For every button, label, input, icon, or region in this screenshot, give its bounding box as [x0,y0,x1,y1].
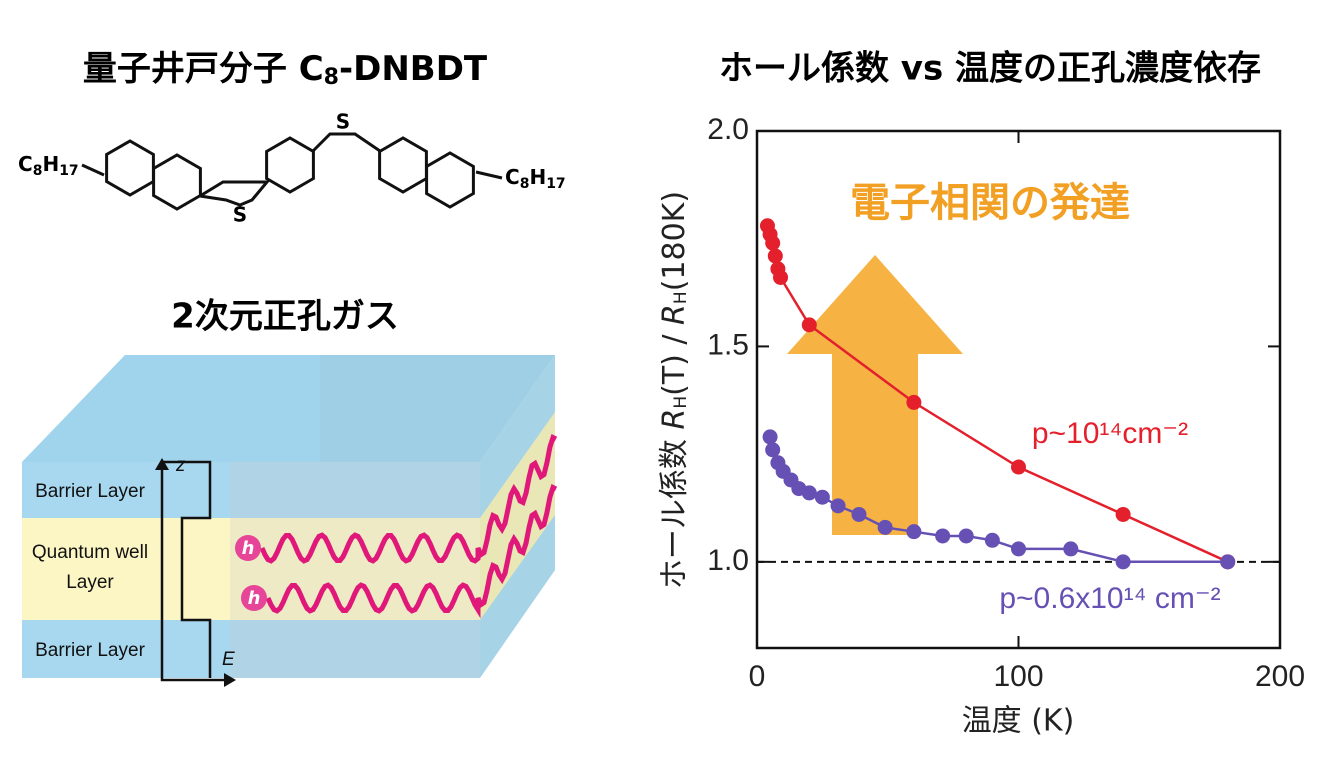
data-point [814,489,830,505]
sub-part: H [529,165,546,189]
y-tick-label: 1.0 [707,544,749,577]
data-point [767,248,783,264]
data-point [984,532,1000,548]
ring [152,153,202,211]
top-face [22,355,555,462]
sub-part: C [18,152,33,176]
hole-wave [265,483,558,619]
ring [105,139,155,197]
title-part: -DNBDT [339,49,488,89]
data-point [877,519,893,535]
bond [81,163,105,177]
hole-label: h [242,538,255,559]
x-tick-label: 200 [1255,660,1305,693]
annotation-arrow [787,255,963,535]
data-point [851,506,867,522]
data-point [1115,506,1131,522]
substituent: C8H17 [505,165,566,193]
series-label: p~10¹⁴cm⁻² [1032,417,1188,450]
sub-part: 8 [520,176,530,192]
data-point [935,528,951,544]
left-title: 量子井戸分子 C8-DNBDT [83,49,488,91]
data-point [906,394,922,410]
data-point [801,485,817,501]
title-sub: 8 [324,65,339,90]
sulfur: S [336,110,350,134]
barrier-top [22,462,480,518]
data-point [958,528,974,544]
molecule [81,132,503,211]
series-label: p~0.6x10¹⁴ cm⁻² [999,582,1220,615]
band-profile [162,460,212,678]
sub-part: C [505,165,520,189]
energy-axes [160,462,232,682]
sulfur: S [233,203,247,227]
ring [425,151,475,209]
layer-label: Layer [66,572,114,593]
thiophene [195,180,271,207]
sub-part: 17 [546,176,565,192]
hole [241,585,267,611]
axis-label: E [222,649,235,670]
sub-part: H [42,152,59,176]
gas-title: 2次元正孔ガス [171,297,399,337]
layer-label: Barrier Layer [35,481,145,502]
y-axis-label: ホール係数 RH(T) / RH(180K) [657,191,692,589]
molecular-stack [230,462,480,678]
x-axis-label: 温度 (K) [962,704,1075,739]
axis-label: z [175,455,186,476]
label-part: (T) / [657,325,692,396]
chart-title: ホール係数 vs 温度の正孔濃度依存 [719,49,1261,89]
data-point [1220,554,1236,570]
layer-label: Quantum well [32,542,148,563]
axis-arrow [224,673,236,687]
sub-part: 17 [59,163,78,179]
data-point [773,269,789,285]
ring [265,136,315,194]
label-part: R [657,409,692,430]
data-point [830,498,846,514]
layer-box [22,355,558,687]
x-tick-label: 0 [749,660,766,693]
label-part: H [671,396,691,409]
layer-label: Barrier Layer [35,640,145,661]
data-point [1011,541,1026,557]
data-point [762,429,778,445]
bond [475,170,503,180]
barrier-bottom [22,620,480,678]
y-tick-label: 1.5 [707,328,749,361]
title-part: 量子井戸分子 C [83,49,324,89]
data-point [801,317,817,333]
chart: 電子相関の発達 1.0 1.5 2.0 0 100 200 p~10¹⁴cm⁻² p~0.6x1… [707,113,1305,693]
axis-arrow [155,458,169,470]
data-point [765,235,781,251]
sub-part: 8 [33,163,43,179]
label-part: (180K) [657,191,692,291]
label-part: R [657,304,692,325]
substituent: C8H17 [18,152,79,180]
molecular-stack [320,355,555,678]
ring [378,136,428,194]
hole [235,535,261,561]
label-part: ホール係数 [657,430,692,590]
x-tick-label: 100 [993,660,1043,693]
annotation: 電子相関の発達 [850,180,1130,226]
data-point [1115,554,1131,570]
label-part: H [671,291,691,304]
hole-wave [259,433,558,564]
data-point [1011,459,1026,475]
thiophene [311,132,381,153]
data-point [765,442,781,458]
data-point [1063,541,1079,557]
hole-label: h [248,588,261,609]
data-point [906,524,922,540]
y-tick-label: 2.0 [707,113,749,146]
